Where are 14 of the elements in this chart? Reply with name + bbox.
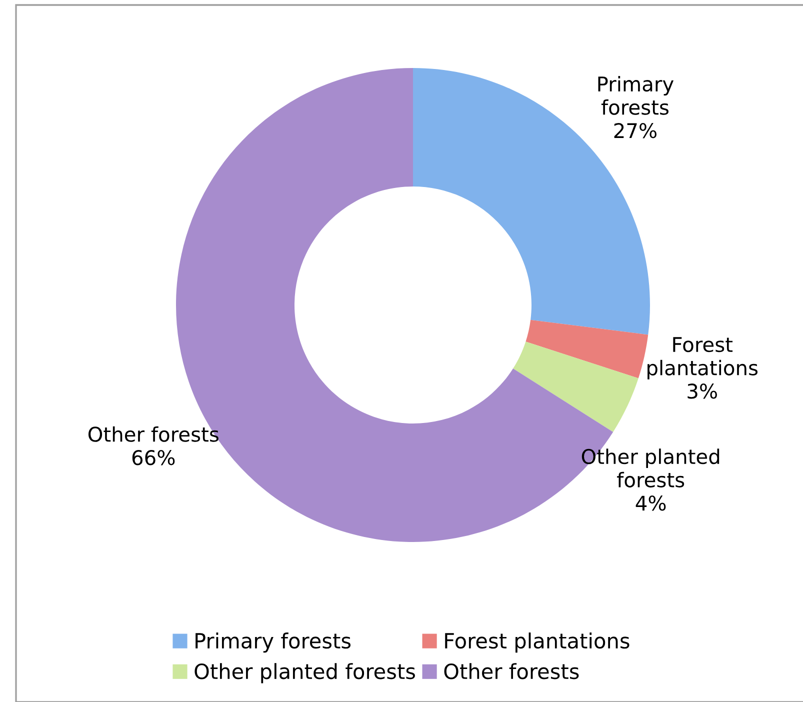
legend-label: Forest plantations [445,632,630,653]
data-label: 4% [636,496,666,511]
donut-slice [526,320,648,378]
slice-label: Forest plantations [648,337,758,380]
slice-label: Other planted forests [582,448,720,488]
data-label: 27% [614,123,656,138]
data-label: 66% [132,450,175,466]
legend-label: Other planted forests [194,663,415,684]
data-label: 3% [688,384,717,399]
donut-slice [513,342,638,432]
slice-label: Primary forests [598,76,674,115]
legend-label: Other forests [444,663,579,680]
legend-label: Primary forests [196,632,351,653]
slice-label: Other forests [88,426,218,442]
